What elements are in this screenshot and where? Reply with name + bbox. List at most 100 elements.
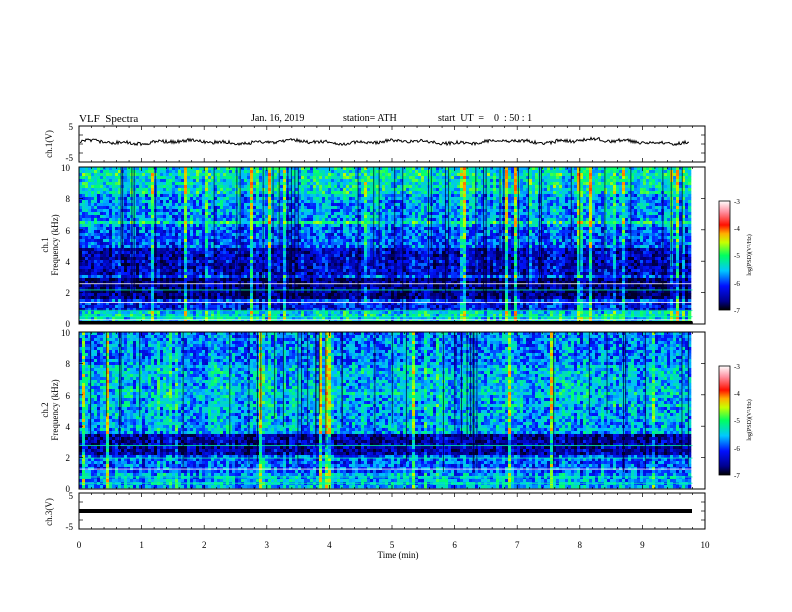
spectrogram-cell xyxy=(682,212,686,216)
spectrogram-cell xyxy=(505,218,509,222)
spectrogram-cell xyxy=(580,182,584,186)
spectrogram-cell xyxy=(292,227,296,231)
spectrogram-cell xyxy=(586,203,590,207)
spectrogram-cell xyxy=(421,218,425,222)
spectrogram-cell xyxy=(331,215,335,219)
spectrogram-cell xyxy=(478,185,482,189)
spectrogram-cell xyxy=(664,200,668,204)
spectrogram-cell xyxy=(91,170,95,174)
spectrogram-cell xyxy=(508,206,512,210)
spectrogram-cell xyxy=(478,188,482,192)
spectrogram-cell xyxy=(583,185,587,189)
spectrogram-cell xyxy=(385,176,389,180)
spectrogram-cell xyxy=(463,197,467,201)
spectrogram-cell xyxy=(442,206,446,210)
spectrogram-cell xyxy=(298,200,302,204)
spectrogram-cell xyxy=(424,194,428,198)
spectrogram-cell xyxy=(505,233,509,237)
spectrogram-cell xyxy=(343,227,347,231)
spectrogram-cell xyxy=(526,221,530,225)
spectrogram-cell xyxy=(79,224,83,228)
spectrogram-cell xyxy=(628,221,632,225)
spectrogram-cell xyxy=(574,212,578,216)
spectrogram-cell xyxy=(214,185,218,189)
spectrogram-cell xyxy=(217,212,221,216)
spectrogram-cell xyxy=(685,167,689,171)
spectrogram-cell xyxy=(253,200,257,204)
spectrogram-cell xyxy=(649,221,653,225)
spectrogram-cell xyxy=(490,182,494,186)
spectrogram-cell xyxy=(313,233,317,237)
spectrogram-cell xyxy=(418,179,422,183)
spectrogram-cell xyxy=(604,215,608,219)
spectrogram-cell xyxy=(529,200,533,204)
spectrogram-cell xyxy=(475,218,479,222)
spectrogram-cell xyxy=(178,206,182,210)
spectrogram-cell xyxy=(292,221,296,225)
spectrogram-cell xyxy=(433,200,437,204)
spectrogram-cell xyxy=(607,194,611,198)
spectrogram-cell xyxy=(295,212,299,216)
spectrogram-cell xyxy=(352,179,356,183)
spectrogram-cell xyxy=(424,185,428,189)
spectrogram-cell xyxy=(220,191,224,195)
spectrogram-cell xyxy=(352,170,356,174)
spectrogram-cell xyxy=(469,188,473,192)
spectrogram-cell xyxy=(547,233,551,237)
spectrogram-cell xyxy=(97,188,101,192)
spectrogram-cell xyxy=(79,212,83,216)
spectrogram-cell xyxy=(580,185,584,189)
spectrogram-cell xyxy=(379,212,383,216)
spectrogram-cell xyxy=(139,170,143,174)
spectrogram-cell xyxy=(466,191,470,195)
spectrogram-cell xyxy=(496,215,500,219)
spectrogram-cell xyxy=(487,185,491,189)
spectrogram-cell xyxy=(571,221,575,225)
spectrogram-cell xyxy=(682,233,686,237)
spectrogram-cell xyxy=(367,173,371,177)
spectrogram-cell xyxy=(676,188,680,192)
spectrogram-cell xyxy=(643,176,647,180)
spectrogram-cell xyxy=(349,188,353,192)
spectrogram-cell xyxy=(469,236,473,240)
spectrogram-cell xyxy=(334,227,338,231)
spectrogram-cell xyxy=(229,200,233,204)
spectrogram-cell xyxy=(316,224,320,228)
spectrogram-cell xyxy=(649,191,653,195)
spectrogram-cell xyxy=(451,167,455,171)
spectrogram-cell xyxy=(625,203,629,207)
spectrogram-cell xyxy=(208,206,212,210)
spectrogram-cell xyxy=(598,179,602,183)
spectrogram-cell xyxy=(316,182,320,186)
spectrogram-cell xyxy=(268,203,272,207)
spectrogram-cell xyxy=(421,203,425,207)
spectrogram-cell xyxy=(256,176,260,180)
spectrogram-cell xyxy=(592,170,596,174)
spectrogram-cell xyxy=(412,227,416,231)
spectrogram-cell xyxy=(97,167,101,171)
spectrogram-cell xyxy=(589,170,593,174)
spectrogram-cell xyxy=(346,173,350,177)
spectrogram-cell xyxy=(616,218,620,222)
spectrogram-cell xyxy=(244,194,248,198)
spectrogram-cell xyxy=(442,167,446,171)
spectrogram-cell xyxy=(544,188,548,192)
spectrogram-cell xyxy=(274,182,278,186)
spectrogram-cell xyxy=(97,185,101,189)
spectrogram-cell xyxy=(385,221,389,225)
spectrogram-cell xyxy=(604,224,608,228)
spectrogram-cell xyxy=(265,188,269,192)
spectrogram-cell xyxy=(607,221,611,225)
spectrogram-cell xyxy=(334,209,338,213)
spectrogram-cell xyxy=(664,185,668,189)
spectrogram-cell xyxy=(199,203,203,207)
spectrogram-cell xyxy=(631,218,635,222)
spectrogram-cell xyxy=(289,200,293,204)
spectrogram-cell xyxy=(616,194,620,198)
spectrogram-cell xyxy=(316,167,320,171)
spectrogram-cell xyxy=(217,170,221,174)
spectrogram-cell xyxy=(562,167,566,171)
spectrogram-cell xyxy=(112,173,116,177)
spectrogram-cell xyxy=(559,206,563,210)
spectrogram-cell xyxy=(199,173,203,177)
